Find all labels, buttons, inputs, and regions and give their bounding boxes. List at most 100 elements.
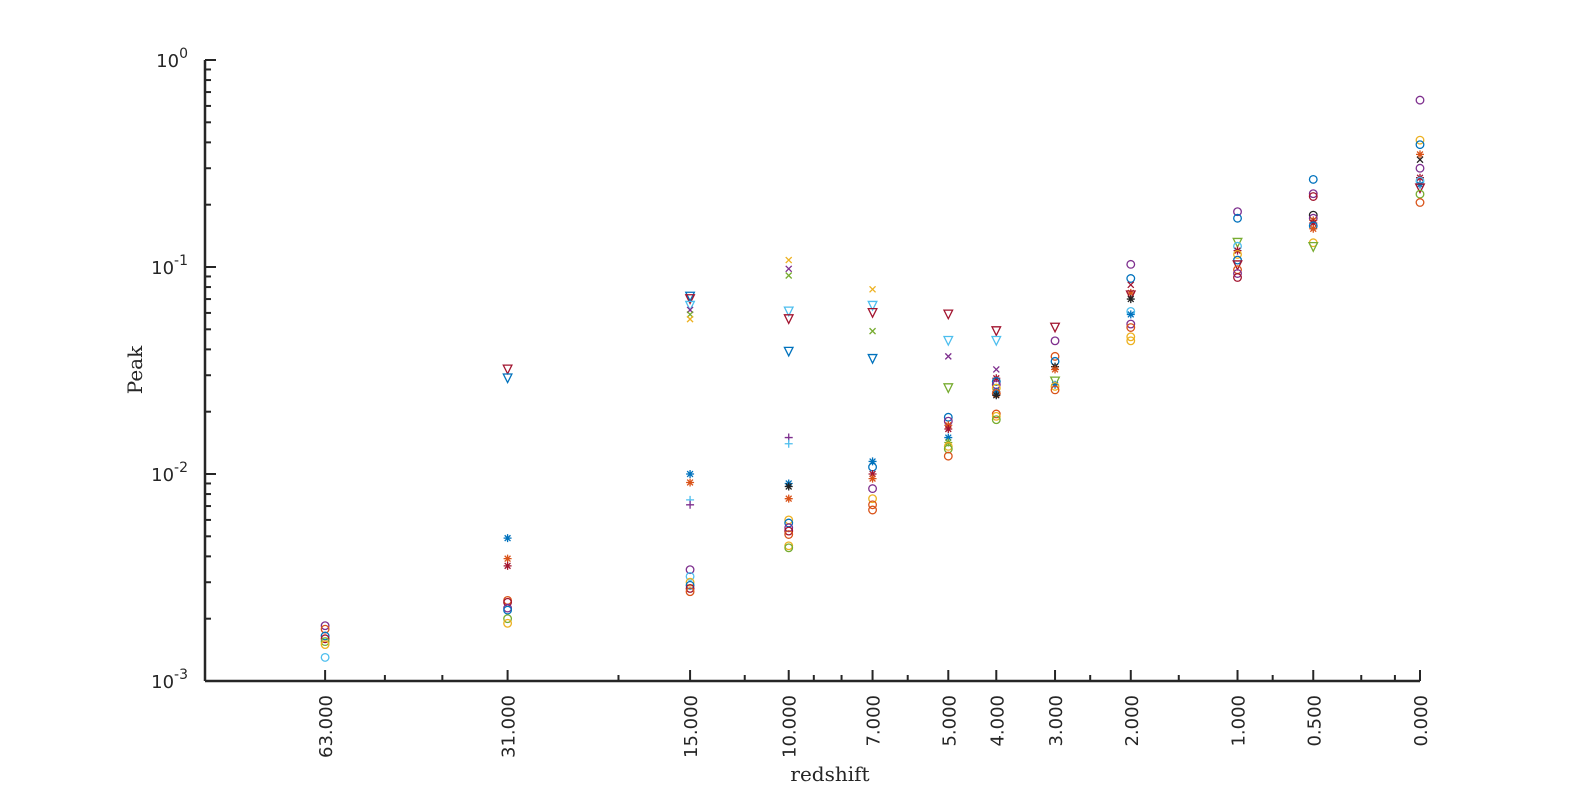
circle-marker (1050, 351, 1060, 361)
star-marker (1309, 219, 1318, 228)
y-tick-label: 10-2 (151, 460, 188, 486)
triangle-marker (684, 300, 696, 312)
circle-marker (1126, 319, 1136, 329)
x-tick-label: 31.000 (499, 695, 520, 758)
x-marker (944, 352, 952, 360)
star-marker (868, 470, 877, 478)
triangle-marker (942, 309, 954, 321)
circle-marker (320, 640, 330, 649)
circle-marker (1233, 207, 1242, 217)
star-marker (1051, 380, 1060, 389)
circle-marker (1415, 198, 1425, 207)
star-marker (784, 482, 793, 491)
circle-marker (1308, 189, 1318, 199)
circle-marker (1233, 273, 1242, 282)
triangle-marker (1414, 183, 1426, 195)
star-marker (944, 424, 953, 433)
x-tick-label: 5.000 (939, 695, 960, 747)
x-tick-label: 3.000 (1046, 695, 1067, 747)
circle-marker (503, 614, 513, 624)
circle-marker (685, 580, 695, 590)
circle-marker (320, 624, 330, 634)
circle-marker (1415, 140, 1425, 150)
circle-marker (991, 411, 1001, 421)
triangle-marker (1049, 376, 1061, 388)
x-marker (869, 285, 877, 293)
circle-marker (943, 441, 953, 451)
x-axis-label: redshift (790, 762, 869, 786)
triangle-marker (783, 346, 795, 358)
triangle-marker (867, 300, 878, 312)
x-tick-label: 10.000 (780, 695, 801, 758)
triangle-marker (684, 294, 696, 305)
y-tick-label: 100 (156, 46, 188, 72)
circle-marker (991, 409, 1001, 419)
circle-marker (943, 412, 953, 422)
star-marker (784, 494, 793, 503)
star-marker (1416, 150, 1424, 159)
circle-marker (1415, 189, 1425, 199)
x-tick-label: 1.000 (1229, 695, 1250, 747)
circle-marker (1126, 323, 1136, 332)
circle-marker (784, 526, 794, 536)
x-marker (992, 365, 1000, 373)
y-tick-exponent: 0 (179, 46, 188, 62)
star-marker (944, 433, 953, 442)
circle-marker (1126, 259, 1136, 269)
triangle-marker (990, 326, 1002, 337)
triangle-marker (502, 373, 513, 385)
y-tick-exponent: -3 (174, 667, 188, 683)
x-marker (1127, 281, 1135, 289)
circle-marker (868, 500, 878, 510)
circle-marker (320, 631, 330, 641)
star-marker (868, 457, 877, 466)
circle-marker (784, 543, 794, 553)
triangle-marker (942, 335, 954, 347)
triangle-marker (1049, 322, 1061, 334)
triangle-marker (1232, 260, 1243, 271)
circle-marker (1233, 269, 1242, 278)
triangle-marker (867, 353, 878, 365)
triangle-marker (990, 335, 1002, 347)
star-marker (503, 561, 512, 570)
circle-marker (685, 565, 695, 575)
x-axis-ticks: 63.000 31.000 15.000 10.000 7.000 5.000 4.000 3… (316, 670, 1432, 758)
star-marker (1126, 295, 1135, 304)
star-marker (686, 470, 695, 478)
triangle-marker (502, 364, 513, 376)
triangle-marker (1125, 290, 1137, 302)
circle-marker (868, 484, 878, 494)
x-marker (686, 315, 694, 323)
circle-marker (1233, 213, 1242, 223)
triangle-marker (942, 383, 954, 394)
circle-marker (685, 577, 695, 587)
circle-marker (784, 530, 794, 539)
circle-marker (685, 587, 695, 597)
triangle-marker (684, 291, 696, 303)
x-tick-label: 7.000 (864, 695, 885, 747)
triangle-marker (1307, 241, 1319, 253)
circle-marker (868, 494, 878, 504)
x-marker (785, 265, 793, 273)
data-markers (320, 95, 1426, 662)
y-tick-label: 10-1 (151, 253, 188, 279)
y-tick-exponent: -1 (174, 253, 188, 269)
circle-marker (1126, 274, 1136, 283)
circle-marker (503, 605, 513, 615)
triangle-marker (867, 307, 878, 319)
x-marker (1416, 156, 1424, 164)
circle-marker (1126, 332, 1136, 342)
x-tick-label: 2.000 (1122, 695, 1143, 747)
x-tick-label: 63.000 (316, 695, 337, 758)
x-marker (785, 256, 793, 264)
circle-marker (1050, 336, 1060, 346)
plus-marker (686, 500, 695, 509)
circle-marker (1415, 135, 1425, 145)
y-axis-label: Peak (123, 345, 147, 394)
star-marker (686, 478, 695, 487)
x-marker (869, 327, 877, 335)
x-tick-label: 0.500 (1304, 695, 1325, 747)
circle-marker (868, 505, 878, 515)
